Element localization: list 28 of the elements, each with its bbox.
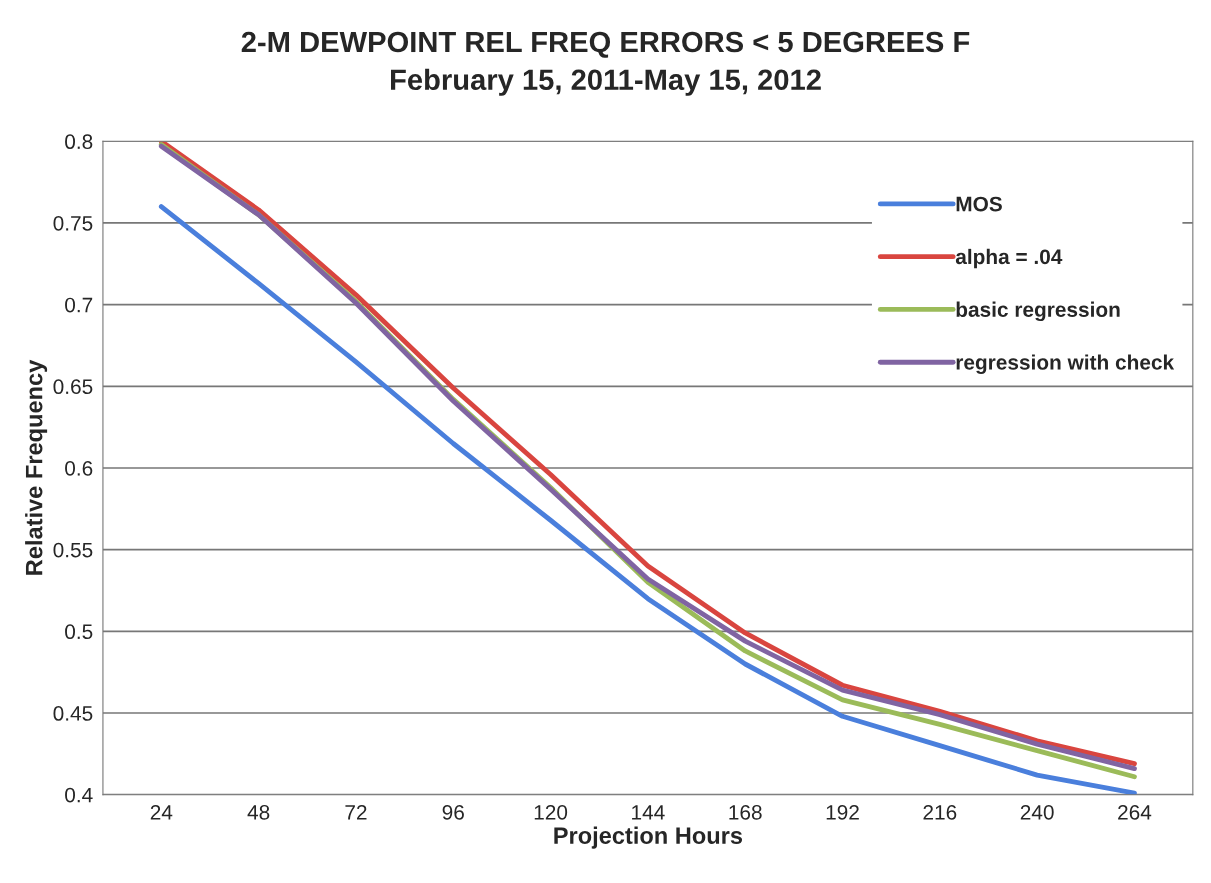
chart-title: 2-M DEWPOINT REL FREQ ERRORS < 5 DEGREES F — [241, 31, 970, 58]
legend-label: regression with check — [956, 354, 1175, 374]
y-axis-title: Relative Frequency — [25, 359, 48, 575]
x-tick-label: 264 — [1118, 804, 1152, 820]
legend-label: MOS — [956, 196, 1002, 212]
y-tick-label: 0.65 — [53, 379, 93, 395]
y-tick-label: 0.45 — [53, 706, 93, 721]
y-tick-label: 0.55 — [53, 542, 93, 558]
y-tick-label: 0.4 — [65, 787, 93, 803]
y-tick-label: 0.7 — [65, 297, 93, 313]
x-tick-label: 168 — [729, 804, 762, 820]
chart-subtitle: February 15, 2011-May 15, 2012 — [391, 68, 821, 96]
x-tick-label: 144 — [632, 805, 665, 820]
y-tick-label: 0.8 — [65, 134, 93, 150]
y-tick-label: 0.6 — [65, 460, 93, 476]
legend-label: basic regression — [956, 301, 1120, 322]
x-tick-label: 240 — [1020, 804, 1054, 820]
x-tick-label: 120 — [534, 804, 568, 820]
y-tick-label: 0.5 — [65, 624, 93, 640]
y-tick-label: 0.75 — [53, 215, 93, 231]
legend-label: alpha = .04 — [955, 248, 1063, 269]
x-axis-title: Projection Hours — [554, 826, 743, 849]
x-tick-label: 96 — [442, 804, 464, 820]
x-tick-label: 216 — [923, 804, 957, 820]
x-tick-label: 192 — [826, 804, 859, 820]
x-tick-label: 72 — [345, 804, 367, 820]
x-tick-label: 24 — [150, 804, 173, 820]
x-tick-label: 48 — [247, 804, 270, 820]
